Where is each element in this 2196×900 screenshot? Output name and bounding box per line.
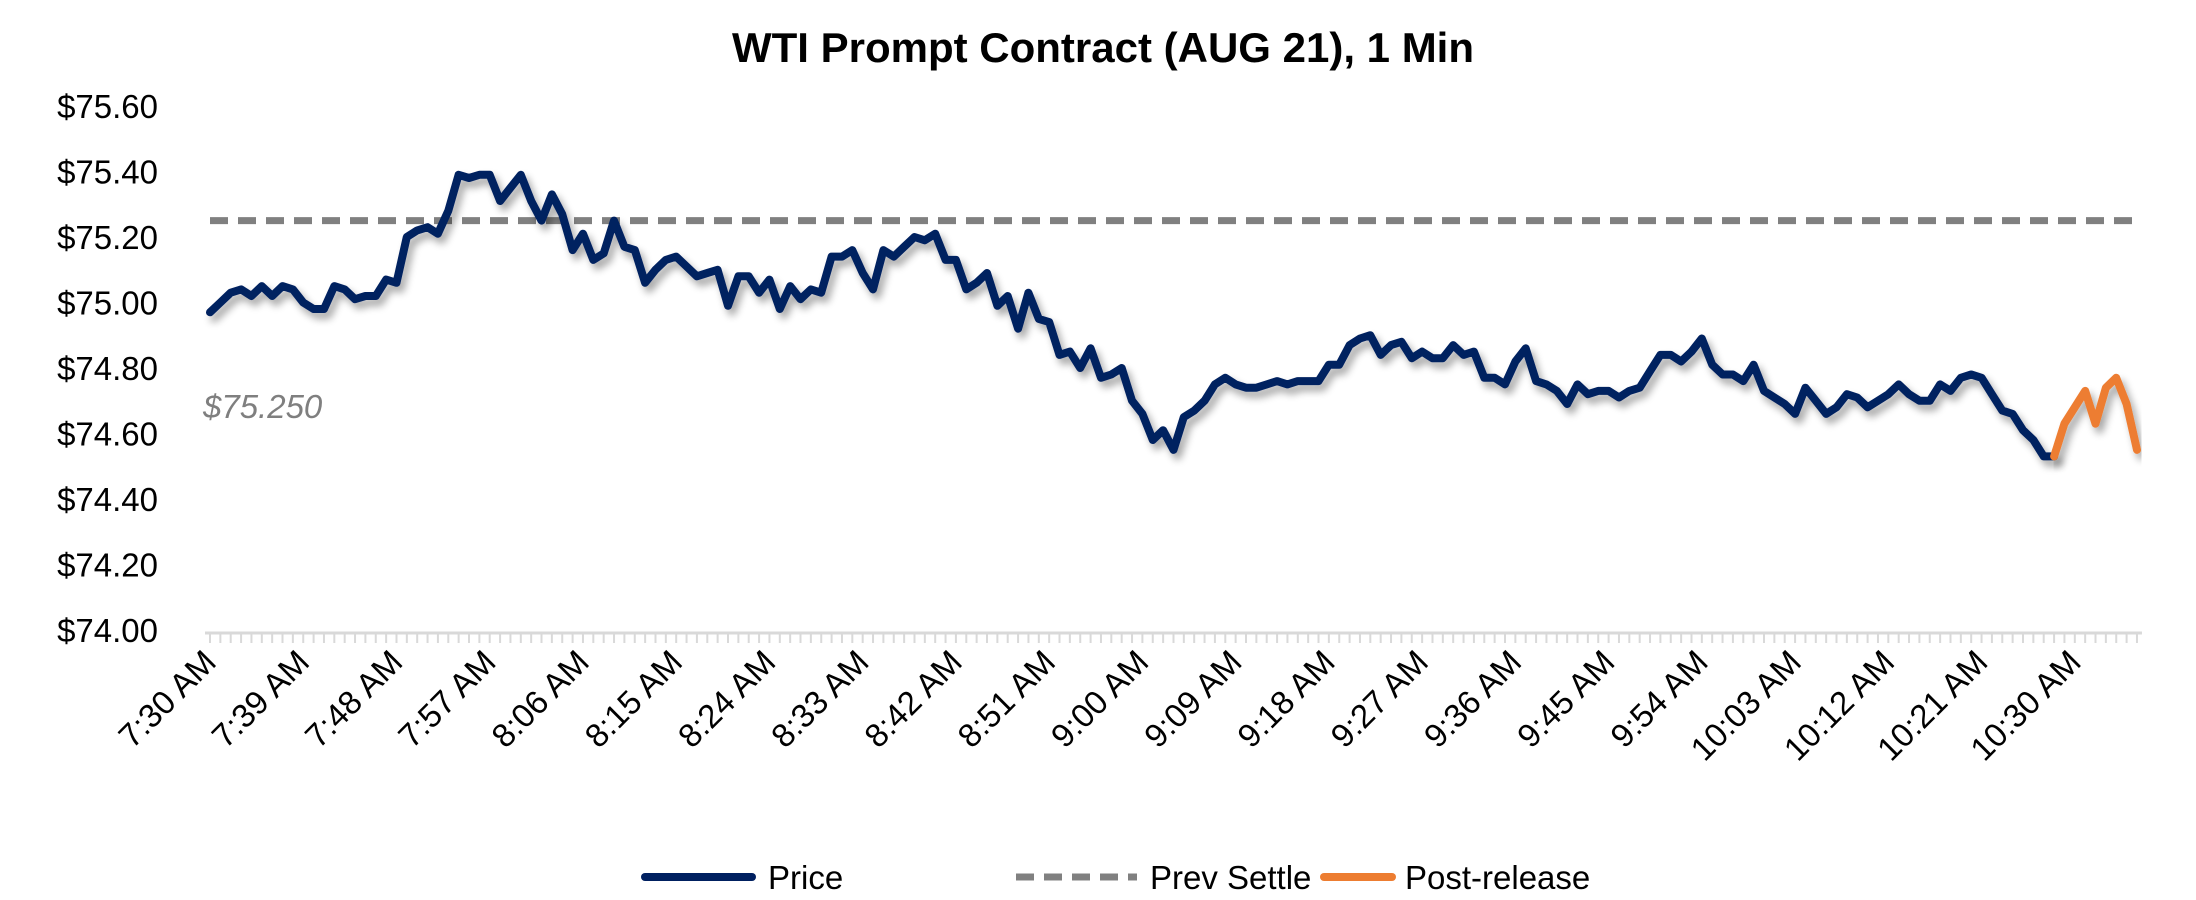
- x-tick-label: 8:33 AM: [764, 643, 876, 755]
- x-tick-label: 7:48 AM: [298, 643, 410, 755]
- x-tick-label: 8:24 AM: [671, 643, 783, 755]
- x-tick-label: 8:15 AM: [577, 643, 689, 755]
- x-tick-labels: 7:30 AM7:39 AM7:48 AM7:57 AM8:06 AM8:15 …: [111, 643, 2088, 768]
- chart-title: WTI Prompt Contract (AUG 21), 1 Min: [732, 24, 1474, 71]
- price-series-line: [206, 170, 2059, 461]
- x-tick-label: 7:57 AM: [391, 643, 503, 755]
- legend-post-release-label: Post-release: [1405, 859, 1590, 896]
- x-tick-label: 9:45 AM: [1510, 643, 1622, 755]
- y-tick-label: $75.40: [57, 154, 158, 191]
- y-tick-label: $75.20: [57, 219, 158, 256]
- post-release-series-line: [2050, 373, 2141, 461]
- y-tick-label: $74.40: [57, 481, 158, 518]
- x-tick-label: 8:06 AM: [484, 643, 596, 755]
- y-tick-label: $74.60: [57, 416, 158, 453]
- y-tick-label: $75.60: [57, 88, 158, 125]
- x-tick-label: 8:42 AM: [857, 643, 969, 755]
- x-tick-label: 8:51 AM: [950, 643, 1062, 755]
- x-tick-label: 9:09 AM: [1137, 643, 1249, 755]
- x-axis: [205, 631, 2142, 643]
- y-tick-label: $74.20: [57, 547, 158, 584]
- prev-settle-annotation: $75.250: [202, 388, 323, 425]
- x-tick-label: 9:18 AM: [1230, 643, 1342, 755]
- legend: Price Prev Settle Post-release: [641, 859, 1590, 896]
- x-tick-label: 9:36 AM: [1417, 643, 1529, 755]
- x-tick-label: 7:39 AM: [204, 643, 316, 755]
- y-tick-label: $74.80: [57, 350, 158, 387]
- x-tick-label: 9:00 AM: [1044, 643, 1156, 755]
- x-tick-label: 7:30 AM: [111, 643, 223, 755]
- y-tick-label: $74.00: [57, 612, 158, 649]
- legend-price-label: Price: [768, 859, 843, 896]
- legend-prev-settle-label: Prev Settle: [1150, 859, 1311, 896]
- x-tick-label: 9:27 AM: [1323, 643, 1435, 755]
- y-tick-label: $75.00: [57, 285, 158, 322]
- y-axis: $75.60 $75.40 $75.20 $75.00 $74.80 $74.60 $74.…: [57, 88, 158, 649]
